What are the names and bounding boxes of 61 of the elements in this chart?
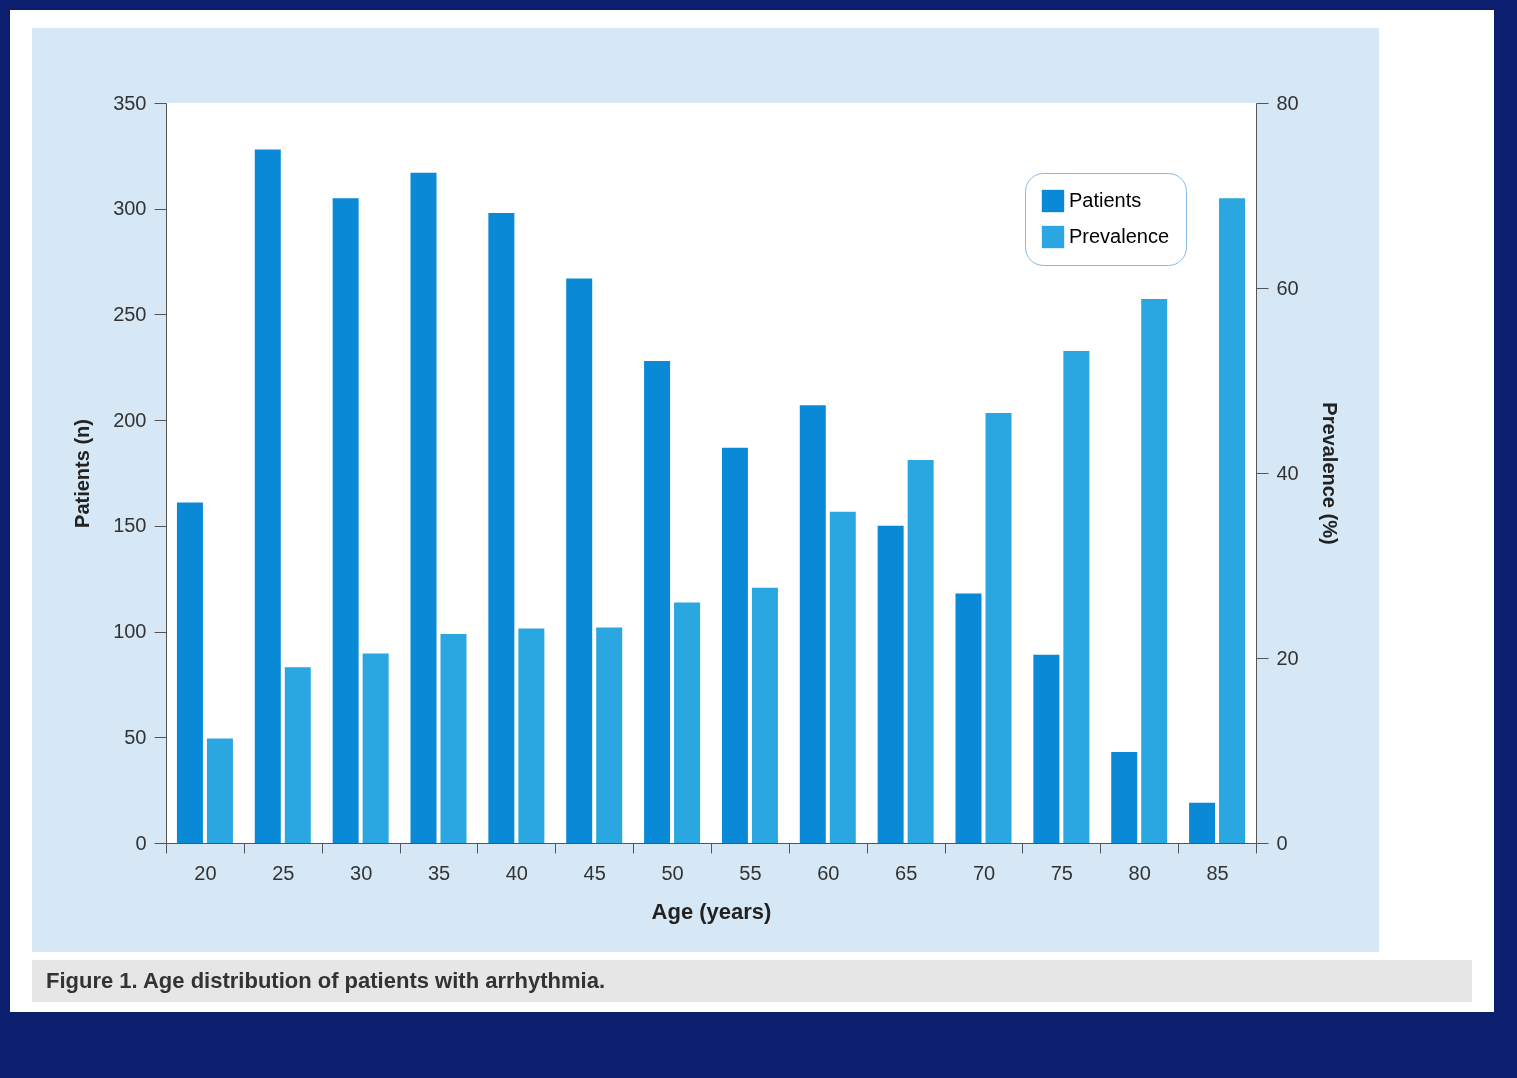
bar (674, 602, 701, 843)
legend-label: Prevalence (1069, 225, 1170, 247)
x-tick-label: 80 (1128, 861, 1151, 884)
x-axis-title: Age (years) (651, 898, 772, 924)
bar (176, 502, 203, 843)
legend-label: Patients (1069, 189, 1142, 211)
bar (907, 460, 934, 843)
x-tick-label: 65 (895, 861, 918, 884)
x-tick-label: 60 (817, 861, 840, 884)
x-tick-label: 25 (272, 861, 295, 884)
y2-tick-label: 0 (1276, 831, 1288, 854)
bar (284, 667, 311, 843)
y-tick-label: 300 (113, 197, 147, 220)
y2-axis-title: Prevalence (%) (1318, 402, 1341, 545)
y-tick-label: 150 (113, 514, 147, 537)
bar (566, 278, 593, 843)
y2-tick-label: 60 (1276, 276, 1299, 299)
bar (206, 738, 233, 843)
bar (410, 172, 437, 843)
bar (985, 412, 1012, 843)
bar (254, 149, 281, 843)
bar (332, 198, 359, 843)
y2-tick-label: 40 (1276, 461, 1299, 484)
y-tick-label: 0 (135, 831, 147, 854)
bar (829, 511, 856, 843)
x-tick-label: 35 (427, 861, 451, 884)
bar (440, 633, 467, 843)
x-tick-label: 85 (1206, 861, 1229, 884)
x-tick-label: 70 (972, 861, 996, 884)
x-tick-label: 75 (1050, 861, 1073, 884)
y2-tick-label: 20 (1276, 646, 1299, 669)
bar (1219, 198, 1246, 843)
caption: Figure 1. Age distribution of patients with arrhythmia. (32, 960, 1472, 1002)
x-tick-label: 50 (661, 861, 684, 884)
y-tick-label: 200 (113, 408, 147, 431)
bar (721, 447, 748, 843)
x-tick-label: 20 (194, 861, 217, 884)
y-tick-label: 50 (124, 725, 147, 748)
bar (1189, 802, 1216, 843)
bar (751, 587, 778, 843)
bar (596, 627, 623, 843)
bar (518, 628, 545, 843)
bar (1033, 654, 1060, 843)
bar (1111, 752, 1138, 843)
bar (1063, 350, 1090, 843)
x-tick-label: 30 (350, 861, 373, 884)
bar (877, 525, 904, 843)
bar (644, 360, 671, 843)
x-tick-label: 55 (739, 861, 762, 884)
bar (1141, 299, 1168, 843)
y2-tick-label: 80 (1276, 91, 1299, 114)
bar (955, 593, 982, 843)
bar (362, 653, 389, 843)
x-tick-label: 40 (505, 861, 528, 884)
y-tick-label: 350 (113, 91, 147, 114)
y-tick-label: 250 (113, 302, 147, 325)
bar (488, 212, 515, 843)
y-tick-label: 100 (113, 620, 147, 643)
x-tick-label: 45 (583, 861, 606, 884)
y-axis-title: Patients (n) (71, 419, 94, 528)
bar (799, 405, 826, 843)
